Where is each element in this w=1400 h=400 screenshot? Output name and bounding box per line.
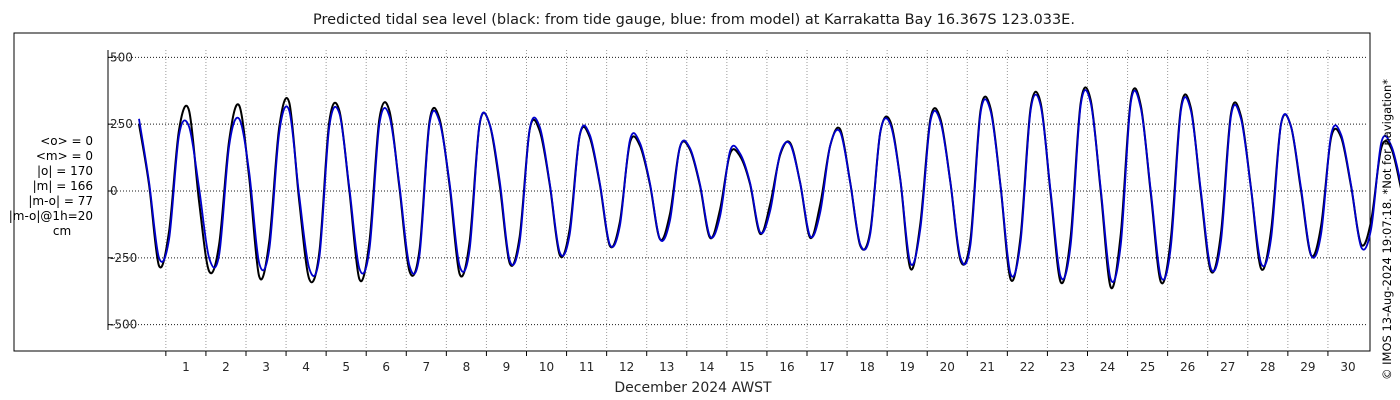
stats-unit: cm [53,224,71,238]
x-tick-label: 14 [699,360,714,374]
x-axis-label: December 2024 AWST [614,380,772,396]
y-tick-label: -250 [110,251,137,265]
x-tick-label: 19 [900,360,915,374]
x-tick-label: 16 [779,360,794,374]
stat-line: |m-o|@1h=20 [9,209,93,223]
x-tick-label: 10 [539,360,554,374]
x-tick-label: 3 [262,360,270,374]
plot-frame [13,32,1371,352]
x-tick-label: 27 [1220,360,1235,374]
x-tick-label: 4 [302,360,310,374]
x-tick-label: 22 [1020,360,1035,374]
x-tick-label: 11 [579,360,594,374]
x-tick-label: 26 [1180,360,1195,374]
stat-line: |m| = 166 [33,179,93,193]
x-tick-label: 5 [342,360,350,374]
x-tick-label: 15 [739,360,754,374]
x-tick-label: 21 [980,360,995,374]
tide-gauge-line [138,86,1400,290]
x-tick-label: 29 [1300,360,1315,374]
y-tick-label: 0 [110,184,118,198]
x-tick-label: 23 [1060,360,1075,374]
model-line [138,89,1400,283]
stat-line: <m> = 0 [36,149,93,163]
x-axis: 1 2 3 4 5 6 7 8 9 10 11 12 13 14 15 16 17 18 19 20 21 22 23 24 2… [165,351,1356,374]
x-tick-label: 1 [182,360,190,374]
stat-line: |m-o| = 77 [28,194,93,208]
x-tick-label: 8 [463,360,471,374]
x-tick-label: 9 [503,360,511,374]
chart-title: Predicted tidal sea level (black: from t… [313,12,1075,28]
stat-line: <o> = 0 [40,134,93,148]
x-tick-label: 6 [382,360,390,374]
x-tick-label: 25 [1140,360,1155,374]
series-layer [138,86,1400,290]
x-tick-label: 30 [1340,360,1355,374]
y-tick-label: -500 [110,318,137,332]
y-tick-label: 500 [110,50,133,64]
stats-box: <o> = 0<m> = 0|o| = 170|m| = 166|m-o| = … [9,134,93,238]
credit-text: © IMOS 13-Aug-2024 19:07:18. *Not for na… [1380,79,1394,380]
x-tick-label: 13 [659,360,674,374]
x-tick-label: 18 [859,360,874,374]
x-tick-label: 24 [1100,360,1115,374]
x-tick-label: 17 [819,360,834,374]
stat-line: |o| = 170 [37,164,93,178]
x-tick-label: 12 [619,360,634,374]
y-axis: 500 250 0 -250 -500 [108,50,137,332]
y-tick-label: 250 [110,117,133,131]
x-tick-label: 7 [422,360,430,374]
grid-lines [108,50,1368,351]
x-tick-label: 28 [1260,360,1275,374]
x-tick-label: 20 [940,360,955,374]
x-tick-label: 2 [222,360,230,374]
